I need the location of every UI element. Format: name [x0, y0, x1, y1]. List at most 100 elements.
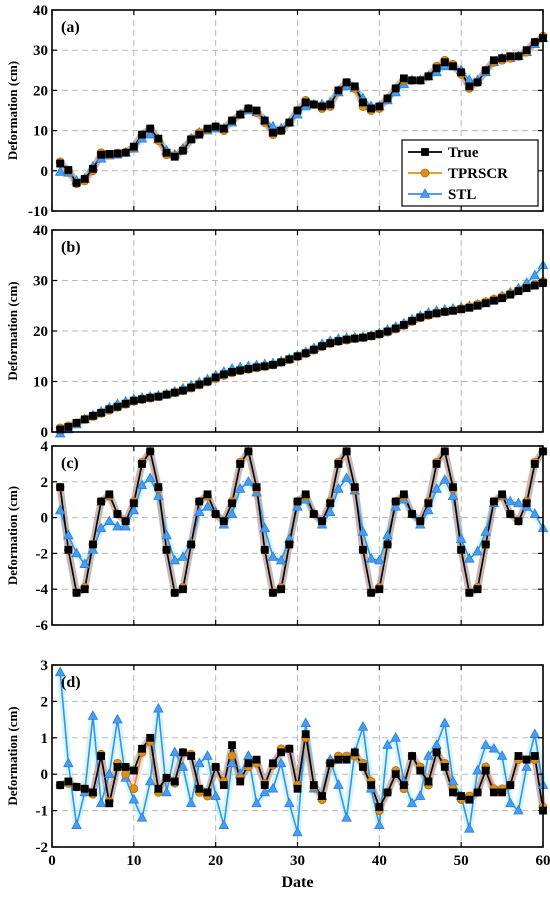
x-tick-label: 0 [48, 853, 56, 869]
data-point-true [147, 734, 154, 741]
data-point-true [188, 136, 195, 143]
data-point-true [286, 356, 293, 363]
y-tick-label: 2 [41, 475, 49, 491]
data-point-true [359, 763, 366, 770]
data-point-true [400, 321, 407, 328]
data-point-true [237, 367, 244, 374]
data-point-true [89, 541, 96, 548]
data-point-tprscr [122, 770, 130, 778]
y-tick-label: 40 [33, 223, 48, 239]
data-point-true [163, 149, 170, 156]
data-point-true [98, 498, 105, 505]
data-point-true [458, 306, 465, 313]
data-point-true [245, 760, 252, 767]
data-point-true [163, 391, 170, 398]
data-point-true [188, 753, 195, 760]
data-point-true [474, 302, 481, 309]
data-point-true [490, 57, 497, 64]
data-point-true [204, 378, 211, 385]
data-point-true [351, 749, 358, 756]
data-point-true [294, 498, 301, 505]
data-point-true [515, 753, 522, 760]
data-point-true [237, 778, 244, 785]
data-point-true [441, 308, 448, 315]
data-point-true [212, 763, 219, 770]
data-point-true [139, 396, 146, 403]
data-point-true [327, 760, 334, 767]
data-point-true [65, 423, 72, 430]
data-point-true [449, 484, 456, 491]
data-point-true [368, 589, 375, 596]
data-point-true [327, 101, 334, 108]
data-point-true [482, 541, 489, 548]
legend-label: True [448, 145, 479, 161]
data-point-true [490, 297, 497, 304]
data-point-true [155, 484, 162, 491]
data-point-true [327, 500, 334, 507]
data-point-true [507, 511, 514, 518]
data-point-true [425, 73, 432, 80]
data-point-true [474, 79, 481, 86]
data-point-true [130, 397, 137, 404]
legend-marker [422, 149, 429, 156]
data-point-true [294, 353, 301, 360]
data-point-true [523, 756, 530, 763]
panel-label: (a) [61, 19, 80, 36]
data-point-true [155, 135, 162, 142]
data-point-true [499, 295, 506, 302]
data-point-true [351, 83, 358, 90]
data-point-true [531, 753, 538, 760]
data-point-true [441, 59, 448, 66]
y-axis-label: Deformation (cm) [5, 706, 20, 805]
y-tick-label: 20 [33, 324, 48, 340]
data-point-true [269, 589, 276, 596]
y-tick-label: 30 [33, 43, 48, 59]
data-point-true [441, 763, 448, 770]
data-point-tprscr [228, 752, 236, 760]
data-point-true [204, 491, 211, 498]
data-point-true [343, 448, 350, 455]
data-point-true [253, 484, 260, 491]
data-point-true [73, 589, 80, 596]
y-tick-label: 10 [33, 124, 48, 140]
data-point-true [65, 546, 72, 553]
data-point-true [507, 53, 514, 60]
data-point-true [278, 359, 285, 366]
data-point-true [89, 789, 96, 796]
data-point-true [433, 65, 440, 72]
data-point-true [261, 117, 268, 124]
data-point-true [351, 484, 358, 491]
data-point-true [269, 129, 276, 136]
data-point-true [359, 99, 366, 106]
data-point-true [188, 384, 195, 391]
data-point-true [425, 778, 432, 785]
data-point-true [319, 343, 326, 350]
data-point-true [474, 789, 481, 796]
data-point-true [220, 371, 227, 378]
data-point-true [515, 288, 522, 295]
data-point-true [98, 753, 105, 760]
y-tick-label: -2 [36, 546, 49, 562]
data-point-true [310, 101, 317, 108]
data-point-true [384, 541, 391, 548]
data-point-true [359, 546, 366, 553]
panel-label: (c) [61, 455, 79, 472]
data-point-true [229, 500, 236, 507]
data-point-true [212, 511, 219, 518]
panel-label: (d) [61, 674, 81, 691]
y-tick-label: 2 [41, 694, 49, 710]
y-tick-label: -10 [28, 204, 48, 220]
data-point-true [441, 448, 448, 455]
data-point-true [523, 285, 530, 292]
y-axis-label: Deformation (cm) [5, 61, 20, 160]
data-point-true [139, 745, 146, 752]
data-point-true [278, 586, 285, 593]
data-point-true [417, 518, 424, 525]
data-point-true [449, 789, 456, 796]
data-point-true [327, 340, 334, 347]
data-point-true [507, 291, 514, 298]
data-point-true [147, 448, 154, 455]
x-axis-label: Date [282, 874, 314, 891]
data-point-true [482, 67, 489, 74]
